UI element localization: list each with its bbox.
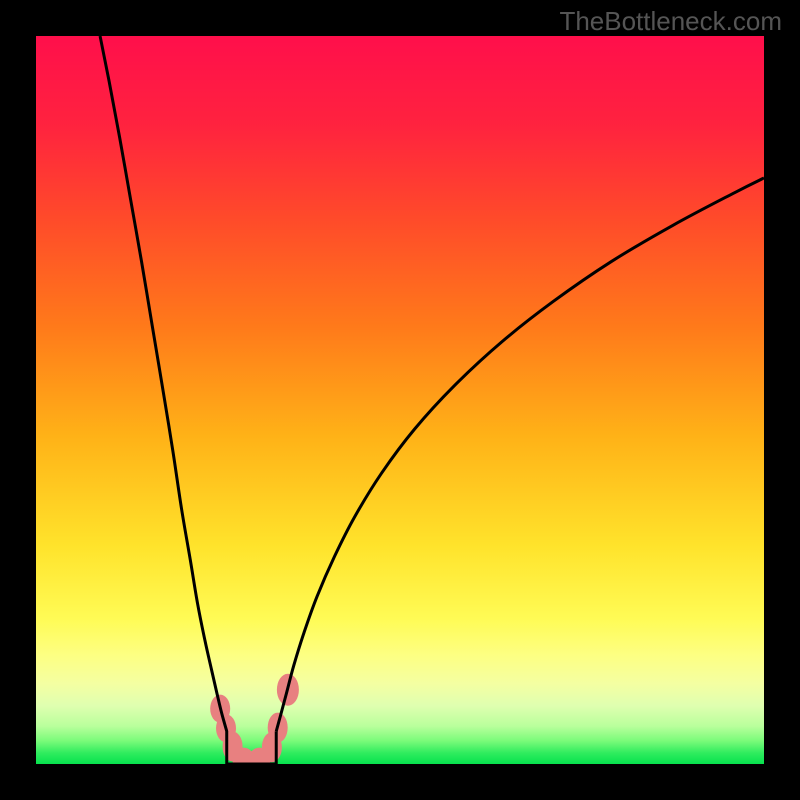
frame-border-left (0, 0, 36, 800)
watermark-text: TheBottleneck.com (559, 6, 782, 37)
chart-frame: TheBottleneck.com (0, 0, 800, 800)
curve-right (276, 178, 764, 731)
frame-border-bottom (0, 764, 800, 800)
curve-left-and-valley (100, 36, 276, 764)
frame-border-right (764, 0, 800, 800)
curve-layer (0, 0, 800, 800)
